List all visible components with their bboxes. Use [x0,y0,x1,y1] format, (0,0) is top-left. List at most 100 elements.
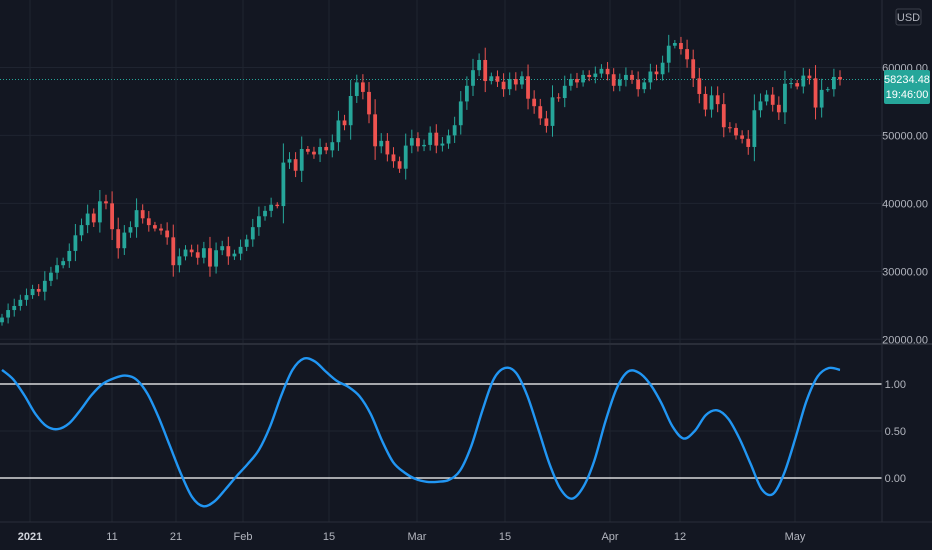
candle[interactable] [691,49,696,88]
candle[interactable] [244,234,249,252]
candle[interactable] [575,72,579,88]
candle[interactable] [471,58,475,96]
candle[interactable] [464,76,469,110]
candle[interactable] [477,53,482,77]
candle[interactable] [776,96,781,120]
candle[interactable] [452,116,457,144]
candle[interactable] [660,55,665,81]
candle[interactable] [342,114,347,131]
candle[interactable] [672,40,677,49]
candle[interactable] [183,245,188,261]
candle[interactable] [226,236,231,265]
candle[interactable] [440,137,445,152]
candle[interactable] [116,217,121,259]
candle[interactable] [703,86,708,117]
candle[interactable] [605,62,610,81]
candle[interactable] [489,72,494,85]
candle[interactable] [752,94,757,162]
candle[interactable] [275,202,280,209]
candle[interactable] [42,271,47,301]
candle[interactable] [85,204,90,234]
candle[interactable] [220,240,225,256]
candle[interactable] [838,70,842,86]
candle[interactable] [18,294,23,311]
candle[interactable] [611,68,616,92]
candle[interactable] [819,78,824,118]
candle[interactable] [153,221,157,232]
candle[interactable] [617,73,622,92]
candle[interactable] [257,206,261,236]
candle[interactable] [318,138,322,163]
currency-badge[interactable]: USD [895,8,922,26]
candle[interactable] [214,242,218,274]
candle[interactable] [825,86,830,92]
candle[interactable] [293,152,298,178]
oscillator-axis[interactable]: 0.00 0.50 1.00 [885,379,906,485]
candle[interactable] [367,82,371,124]
candle[interactable] [201,241,206,264]
candle[interactable] [526,64,530,110]
candle[interactable] [428,126,433,151]
candle[interactable] [24,288,29,306]
candle[interactable] [746,130,751,155]
candle[interactable] [813,65,818,120]
candle[interactable] [146,211,151,232]
candle[interactable] [61,257,66,269]
candle[interactable] [122,225,127,255]
candle[interactable] [495,70,500,87]
candle[interactable] [520,71,524,89]
candle[interactable] [128,221,133,238]
candle[interactable] [715,86,720,113]
candle[interactable] [556,93,561,102]
candle[interactable] [740,130,745,144]
candle[interactable] [330,134,335,158]
candle[interactable] [269,197,274,218]
candle[interactable] [642,77,647,94]
candle[interactable] [354,74,359,103]
candle[interactable] [171,224,176,277]
candle[interactable] [801,67,806,94]
candle[interactable] [391,147,396,168]
candle[interactable] [513,72,518,91]
candle[interactable] [91,208,96,228]
candle[interactable] [624,67,628,87]
candle[interactable] [679,36,683,55]
candle[interactable] [312,146,316,159]
candle[interactable] [721,93,726,138]
candle[interactable] [636,71,641,97]
candle[interactable] [195,244,200,265]
candle[interactable] [159,223,163,235]
candle[interactable] [593,66,598,84]
candle[interactable] [177,248,182,273]
candle[interactable] [709,86,714,118]
candle[interactable] [630,70,634,84]
candle[interactable] [764,90,769,106]
candle[interactable] [79,218,84,242]
candle[interactable] [232,249,237,260]
candle[interactable] [807,68,812,85]
candle[interactable] [208,236,212,277]
candle[interactable] [483,47,488,93]
candle[interactable] [599,64,604,78]
candle[interactable] [562,75,567,108]
candle[interactable] [758,93,763,118]
candle[interactable] [238,239,243,261]
candle[interactable] [648,63,653,90]
candle[interactable] [795,79,800,90]
candle[interactable] [250,218,255,247]
candle[interactable] [30,284,35,299]
candle[interactable] [581,70,585,87]
candle[interactable] [12,298,17,317]
candle[interactable] [734,123,738,140]
candle[interactable] [140,204,145,224]
candle[interactable] [550,85,555,137]
candle[interactable] [538,98,543,125]
candle[interactable] [373,99,378,160]
oscillator-series[interactable] [1,356,841,508]
candle[interactable] [281,143,286,224]
candle[interactable] [783,70,787,124]
candle[interactable] [299,136,304,182]
candle[interactable] [568,73,573,91]
